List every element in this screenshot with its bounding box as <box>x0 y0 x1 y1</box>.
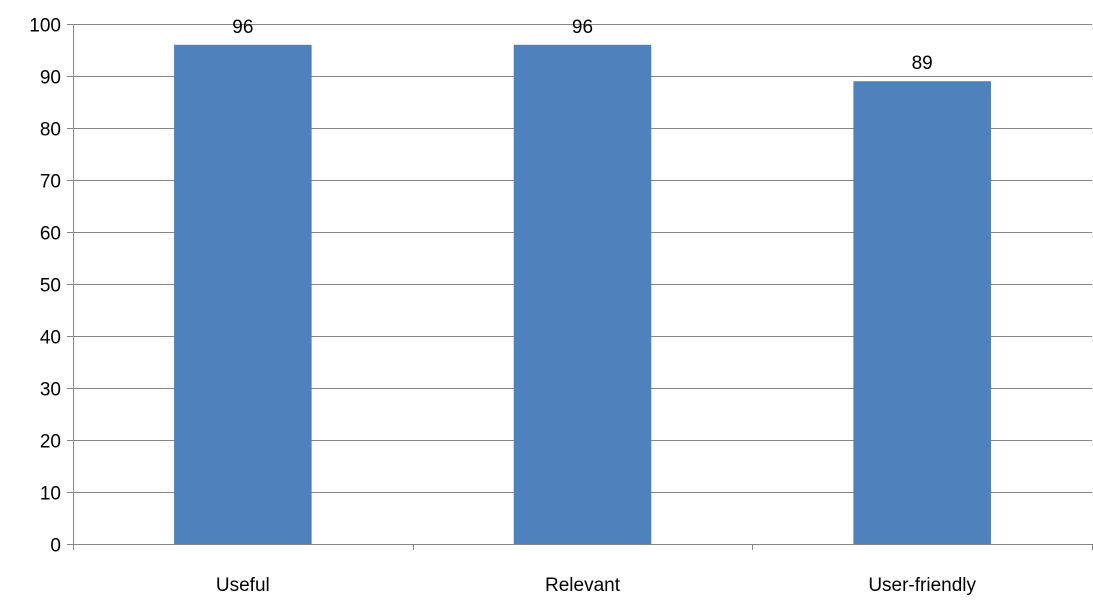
data-label: 96 <box>232 17 253 38</box>
y-tick-label: 30 <box>40 380 61 401</box>
y-tick-label: 90 <box>40 68 61 89</box>
data-labels: 96 96 89 <box>232 17 932 74</box>
x-axis-category-labels: Useful Relevant User-friendly <box>216 575 977 596</box>
data-label: 96 <box>572 17 593 38</box>
bar-relevant <box>513 44 652 545</box>
x-category-label: User-friendly <box>868 575 976 596</box>
y-tick-label: 80 <box>40 120 61 141</box>
y-axis-tick-labels: 0 10 20 30 40 50 60 70 80 90 100 <box>29 16 61 557</box>
y-tick-label: 70 <box>40 172 61 193</box>
y-tick-label: 20 <box>40 432 61 453</box>
data-label: 89 <box>912 53 933 74</box>
bars <box>174 44 991 545</box>
x-category-label: Useful <box>216 575 270 596</box>
y-tick-label: 60 <box>40 224 61 245</box>
bar-useful <box>174 44 312 545</box>
y-tick-label: 10 <box>40 484 61 505</box>
y-tick-label: 40 <box>40 328 61 349</box>
axes <box>67 24 1093 550</box>
x-category-label: Relevant <box>545 575 621 596</box>
y-tick-label: 0 <box>50 536 61 557</box>
y-tick-label: 50 <box>40 276 61 297</box>
bar-user-friendly <box>853 81 991 544</box>
y-tick-label: 100 <box>29 16 61 37</box>
